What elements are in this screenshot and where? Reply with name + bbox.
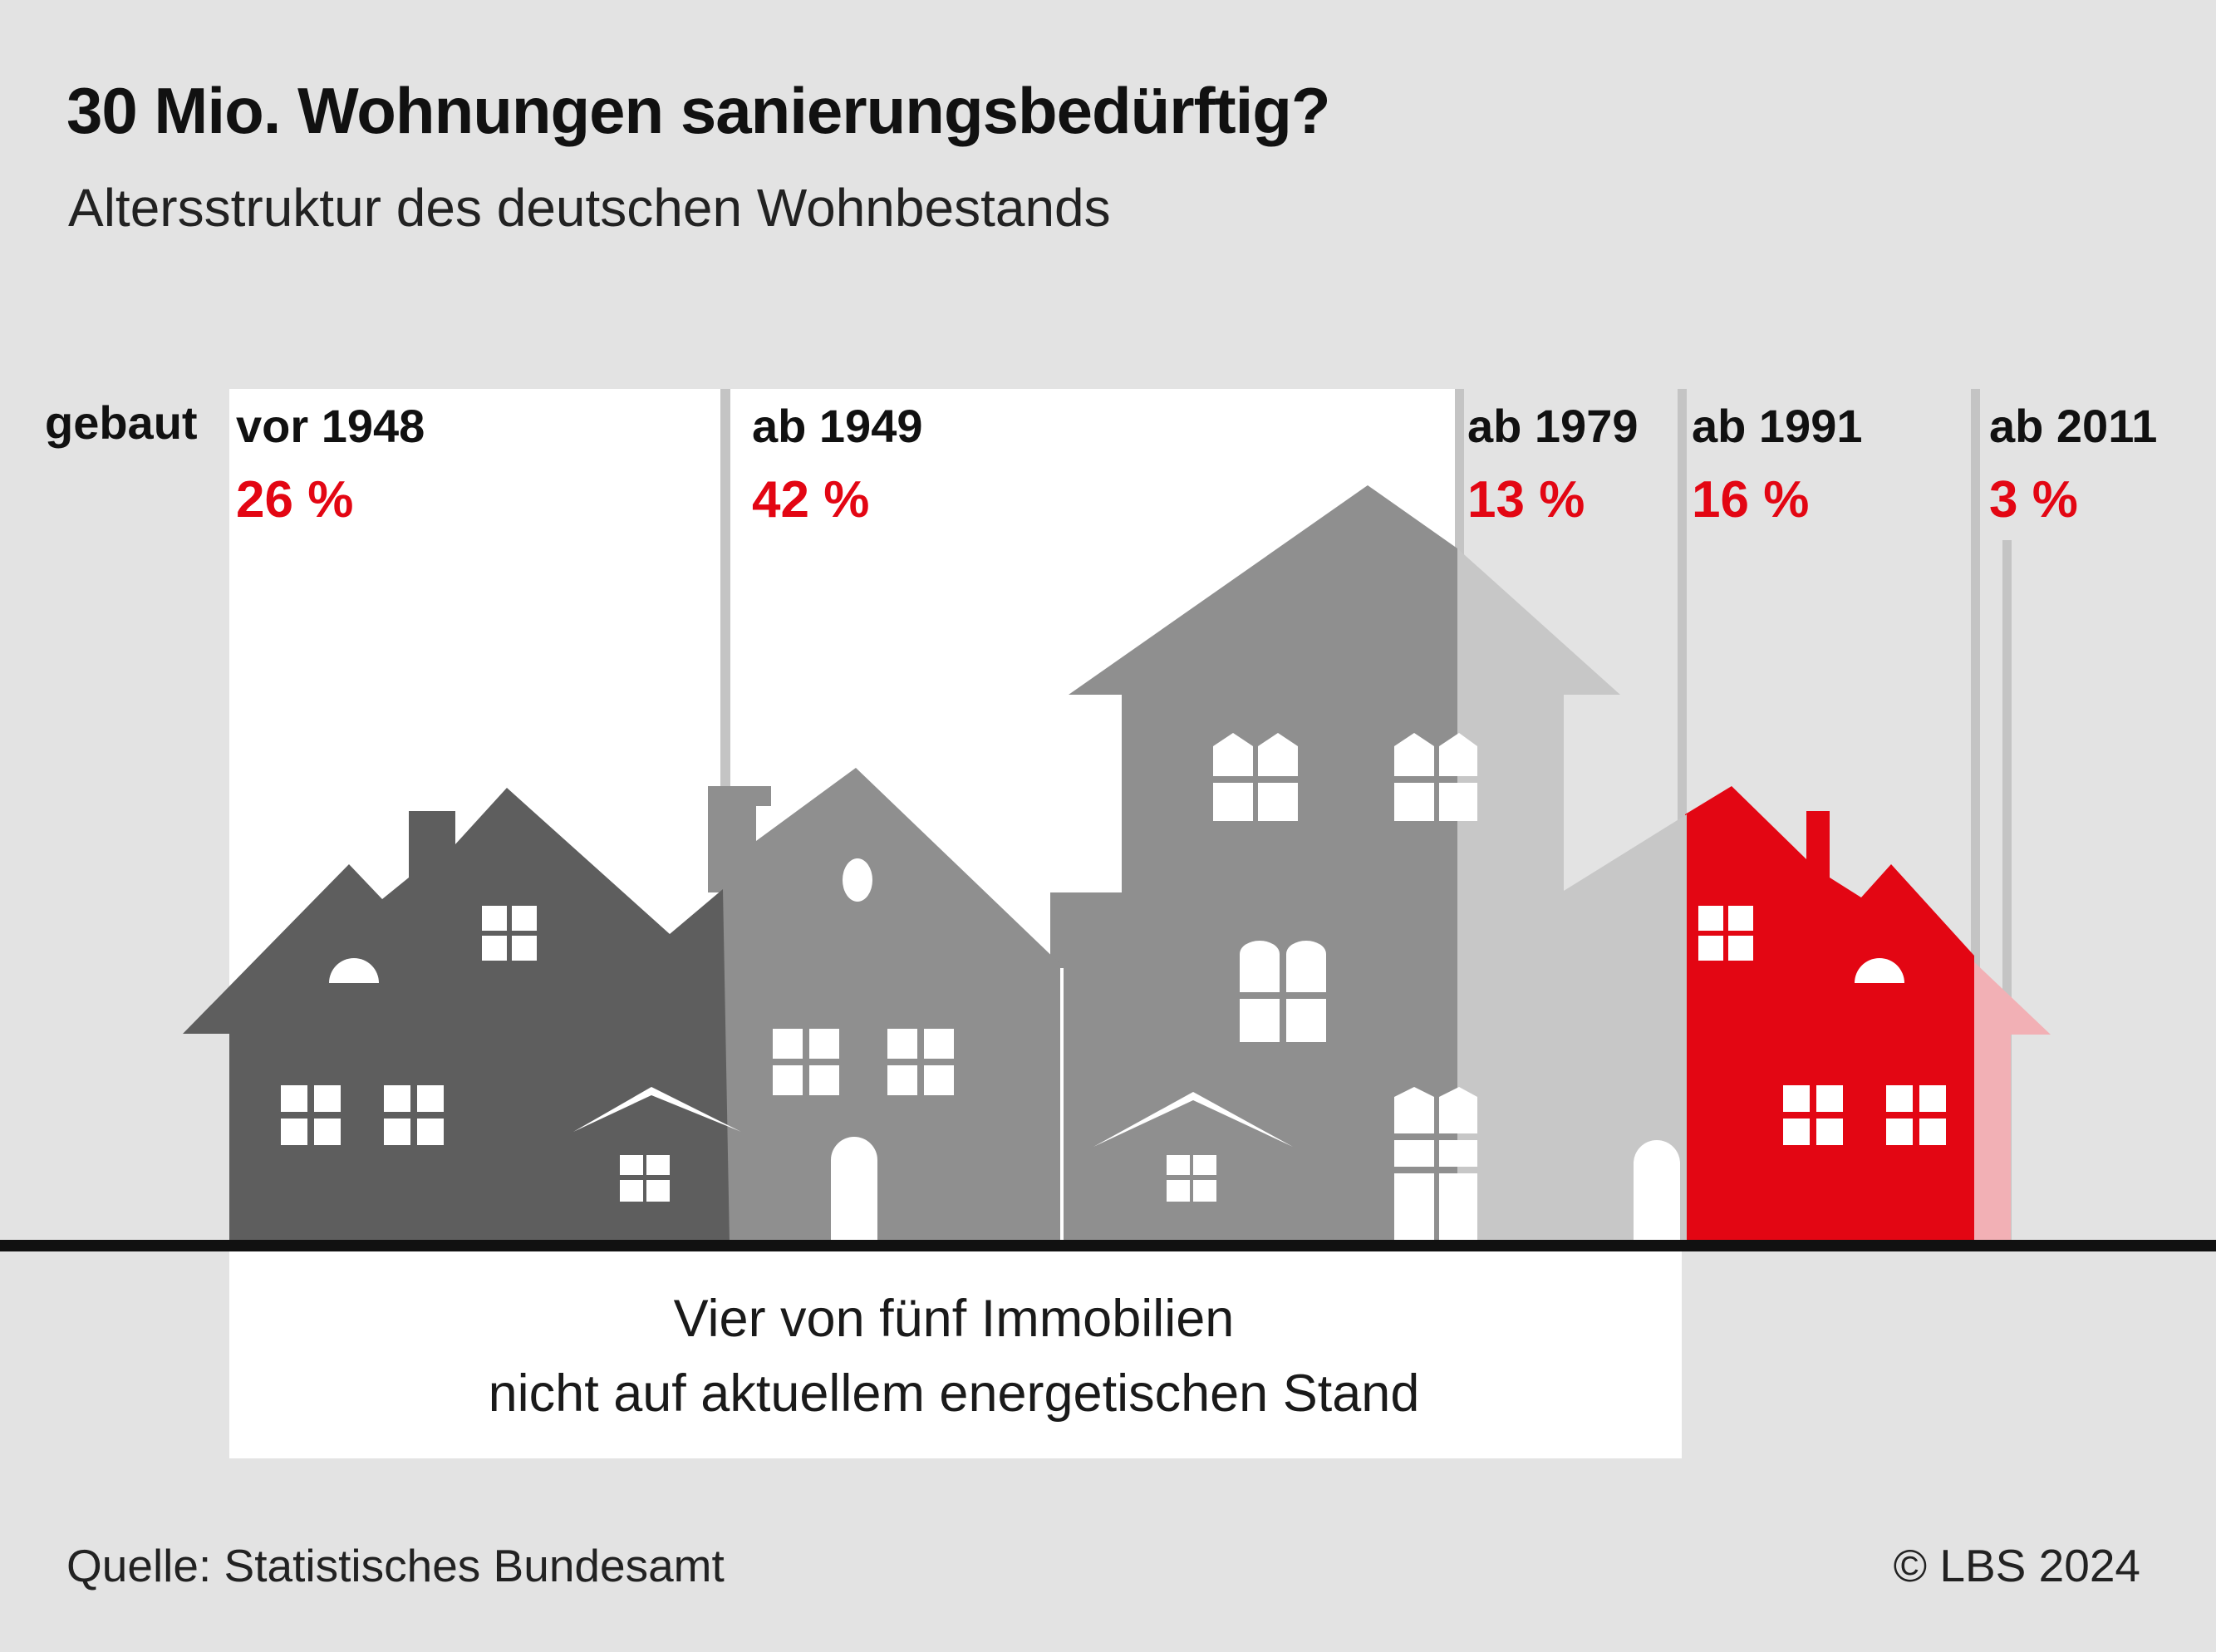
door-icon bbox=[831, 1137, 877, 1242]
house-ab-1991-body bbox=[1685, 786, 1974, 1242]
value-label: 13 % bbox=[1467, 471, 1585, 529]
category-ab-1991: ab 1991 16 % bbox=[1692, 400, 1863, 529]
house-ab-2011-body bbox=[1969, 957, 2051, 1242]
window-icon bbox=[773, 1029, 839, 1095]
category-ab-2011: ab 2011 3 % bbox=[1989, 400, 2157, 529]
built-label: gebaut bbox=[45, 396, 198, 449]
category-label: ab 2011 bbox=[1989, 400, 2157, 452]
house-ab-1991 bbox=[1685, 786, 1974, 1242]
house-ab-1979-body bbox=[1457, 548, 1687, 1242]
house-ab-1949 bbox=[708, 485, 1477, 1242]
category-vor-1948: vor 1948 26 % bbox=[236, 400, 425, 529]
window-icon bbox=[1394, 1087, 1477, 1242]
category-label: ab 1949 bbox=[752, 400, 923, 452]
window-icon bbox=[1394, 733, 1477, 821]
ground-line bbox=[0, 1240, 2216, 1251]
category-label: ab 1991 bbox=[1692, 400, 1863, 452]
half-round-window-icon bbox=[329, 958, 379, 983]
window-icon bbox=[620, 1155, 670, 1202]
value-label: 26 % bbox=[236, 471, 353, 529]
oval-window-icon bbox=[843, 858, 872, 902]
divider-2011 bbox=[1971, 389, 1980, 1242]
house-ab-1949-body bbox=[1050, 485, 1457, 1242]
window-icon bbox=[1167, 1155, 1216, 1202]
category-ab-1949: ab 1949 42 % bbox=[752, 400, 923, 529]
chart-title: 30 Mio. Wohnungen sanierungsbedürftig? bbox=[66, 74, 1331, 147]
window-icon bbox=[1240, 941, 1326, 1042]
house-ab-2011 bbox=[1969, 957, 2051, 1242]
half-round-window-icon bbox=[1855, 958, 1904, 983]
window-icon bbox=[1783, 1085, 1843, 1145]
window-icon bbox=[482, 906, 537, 961]
value-label: 3 % bbox=[1989, 471, 2078, 529]
door-icon bbox=[1634, 1140, 1680, 1242]
note-line-2: nicht auf aktuellem energetischen Stand bbox=[489, 1364, 1420, 1423]
category-label: ab 1979 bbox=[1467, 400, 1639, 452]
window-icon bbox=[281, 1085, 341, 1145]
dormer-roof-icon bbox=[573, 1087, 741, 1132]
value-label: 16 % bbox=[1692, 471, 1809, 529]
divider-1991 bbox=[1678, 389, 1687, 1242]
category-ab-1979: ab 1979 13 % bbox=[1467, 400, 1639, 529]
house-vor-1948 bbox=[183, 788, 741, 1242]
source-note: Quelle: Statistisches Bundesamt bbox=[66, 1540, 725, 1591]
copyright-note: © LBS 2024 bbox=[1893, 1540, 2140, 1591]
category-label: vor 1948 bbox=[236, 400, 425, 452]
house-ab-1979 bbox=[1457, 548, 1687, 1242]
value-label: 42 % bbox=[752, 471, 869, 529]
divider-2011-inner bbox=[2002, 540, 2012, 1242]
window-icon bbox=[1886, 1085, 1946, 1145]
window-icon bbox=[1213, 733, 1298, 821]
window-icon bbox=[887, 1029, 954, 1095]
house-ab-1949-left-body bbox=[708, 768, 1060, 1242]
white-panel-lower bbox=[229, 1242, 1682, 1458]
window-icon bbox=[1698, 906, 1753, 961]
window-icon bbox=[384, 1085, 444, 1145]
note-line-1: Vier von fünf Immobilien bbox=[674, 1290, 1235, 1348]
chart-subtitle: Altersstruktur des deutschen Wohnbestand… bbox=[68, 178, 1111, 238]
